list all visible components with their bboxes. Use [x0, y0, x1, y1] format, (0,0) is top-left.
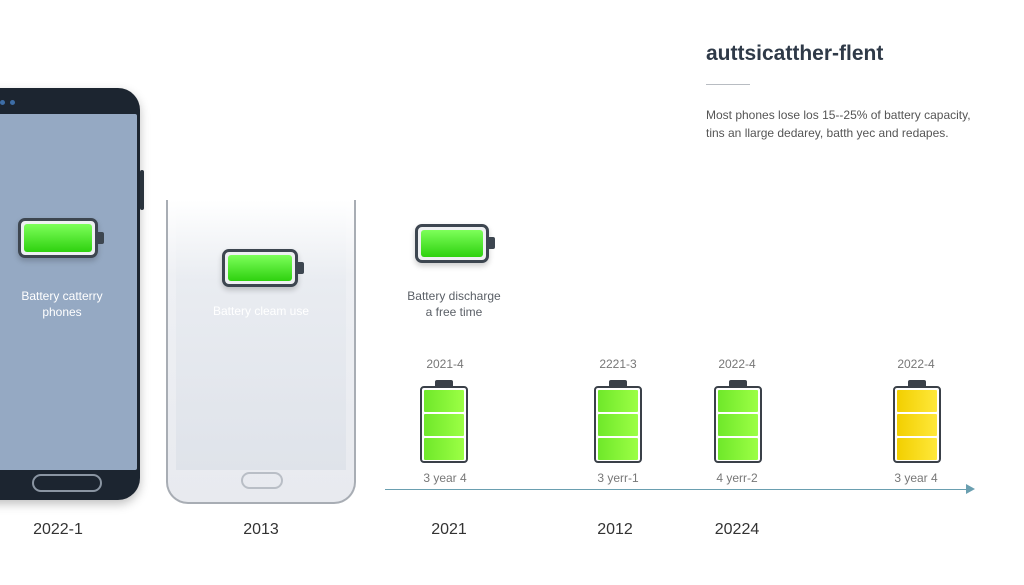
phone-dark: [0, 88, 140, 500]
axis-year: 2022-1: [33, 521, 83, 538]
axis-year: 20224: [714, 521, 760, 538]
divider: [706, 84, 750, 85]
axis-year: 2021: [431, 521, 467, 538]
phone-silver: [166, 200, 356, 504]
timeline-axis: [385, 489, 969, 490]
phone-dark-screen: [0, 114, 137, 470]
battery-age-label: 3 year 4: [423, 471, 467, 485]
battery-icon: [714, 380, 762, 463]
battery-year-label: 2022-4: [897, 357, 935, 371]
camera-dot: [0, 100, 5, 105]
battery-icon: [893, 380, 941, 463]
battery-year-label: 2021-4: [426, 357, 464, 371]
side-button: [140, 170, 144, 210]
phone-dark-label: Battery catterry phones: [21, 289, 103, 319]
battery-age-label: 4 yerr-2: [716, 471, 758, 485]
battery-icon: [420, 380, 468, 463]
sensor-dot: [10, 100, 15, 105]
phone-silver-screen: [176, 200, 346, 470]
home-button: [32, 474, 102, 492]
description: Most phones lose los 15--25% of battery …: [706, 108, 971, 140]
battery-year-label: 2221-3: [599, 357, 637, 371]
battery-icon: [415, 224, 495, 263]
arrow-right-icon: [966, 484, 975, 494]
battery-icon: [18, 218, 104, 258]
battery-age-label: 3 year 4: [894, 471, 938, 485]
home-button: [241, 472, 283, 489]
phone-silver-label: Battery cleam use: [212, 304, 310, 318]
page-title: auttsicatther-flent: [706, 42, 884, 65]
axis-year: 2012: [597, 521, 633, 538]
battery-icon: [594, 380, 642, 463]
battery-age-label: 3 yerr-1: [597, 471, 639, 485]
discharge-label: Battery discharge a free time: [407, 289, 501, 319]
axis-year: 2013: [243, 521, 279, 538]
battery-year-label: 2022-4: [718, 357, 756, 371]
battery-icon: [222, 249, 304, 287]
